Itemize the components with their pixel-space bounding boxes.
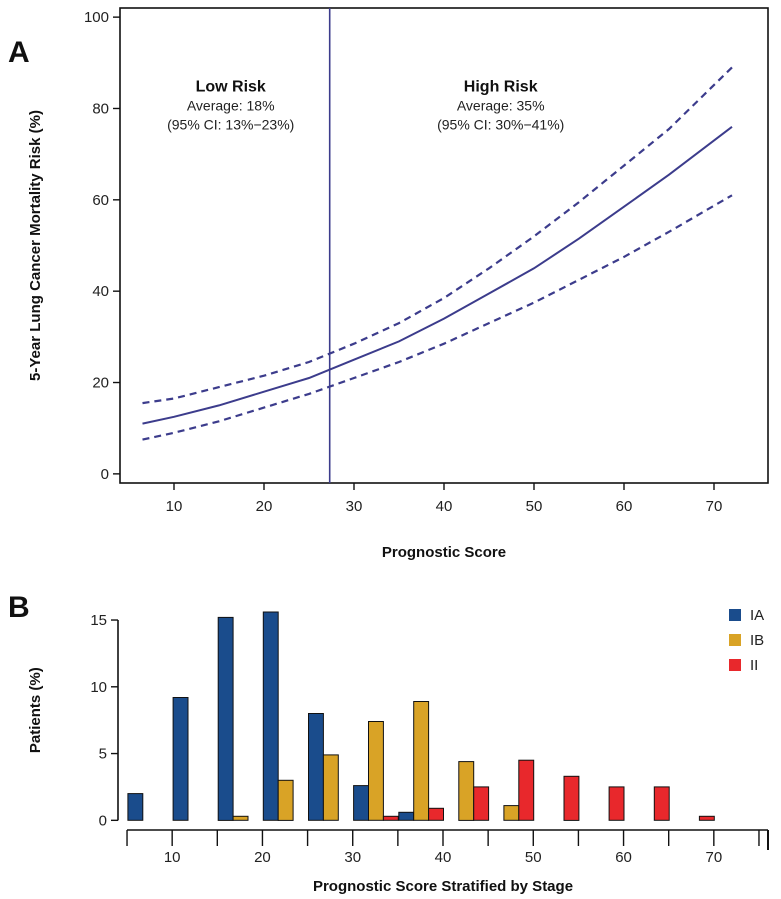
y-tick-label: 10 xyxy=(90,679,107,696)
bar-ii xyxy=(518,759,535,821)
region-ci: (95% CI: 13%−23%) xyxy=(167,116,294,132)
legend-swatch-ii xyxy=(729,659,741,671)
ci-line-1 xyxy=(142,66,733,405)
bar-ii xyxy=(698,815,715,821)
region-title: High Risk xyxy=(464,78,538,95)
estimate-line xyxy=(142,126,733,425)
x-tick-label: 40 xyxy=(435,849,452,866)
y-tick-label: 20 xyxy=(92,375,109,392)
bar-ib xyxy=(232,815,249,821)
chart-panel-b: 0 5 10 15 10 20 30 40 50 60 70 Prognostic Score Str… xyxy=(27,607,769,895)
x-tick-label: 60 xyxy=(615,849,632,866)
x-tick-label: 20 xyxy=(256,498,273,515)
x-tick-label: 30 xyxy=(346,498,363,515)
region-ci: (95% CI: 30%−41%) xyxy=(437,116,564,132)
bar-ib xyxy=(277,779,294,821)
bar-ii xyxy=(428,807,445,821)
bar-ia xyxy=(398,811,415,821)
x-tick-label: 10 xyxy=(164,849,181,866)
bar-ib xyxy=(368,721,384,821)
bar-ii xyxy=(473,786,490,821)
bar-ii xyxy=(563,775,580,821)
panel-a-label: A xyxy=(8,36,30,69)
y-tick-label: 5 xyxy=(99,746,107,763)
bar-ib xyxy=(503,805,520,821)
chart-panel-a: 0 20 40 60 80 100 10 20 30 40 50 60 70 Prognostic Sco… xyxy=(27,7,769,561)
x-tick-label: 60 xyxy=(616,498,633,515)
y-tick-label: 40 xyxy=(92,283,109,300)
bar-ia xyxy=(217,616,234,821)
bar-ii xyxy=(653,786,670,821)
x-tick-label: 40 xyxy=(436,498,453,515)
y-tick-label: 15 xyxy=(90,612,107,629)
x-tick-label: 70 xyxy=(706,498,723,515)
x-tick-label: 20 xyxy=(254,849,271,866)
bar-ia xyxy=(308,713,324,821)
x-axis-title: Prognostic Score Stratified by Stage xyxy=(313,878,573,895)
panel-b-label: B xyxy=(8,591,30,624)
x-axis-title: Prognostic Score xyxy=(382,544,506,561)
bar-ia xyxy=(353,785,370,821)
y-tick-label: 80 xyxy=(92,100,109,117)
bar-ia xyxy=(127,793,144,821)
ci-line-2 xyxy=(142,194,733,441)
x-tick-label: 50 xyxy=(525,849,542,866)
y-tick-label: 0 xyxy=(99,812,107,829)
y-tick-label: 0 xyxy=(101,466,109,483)
x-tick-label: 50 xyxy=(526,498,543,515)
y-tick-label: 60 xyxy=(92,192,109,209)
x-tick-label: 70 xyxy=(705,849,722,866)
y-axis-title: Patients (%) xyxy=(27,667,44,753)
legend-label-ib: IB xyxy=(750,632,764,649)
bar-ia xyxy=(262,611,279,821)
bar-ib xyxy=(322,754,339,821)
region-average: Average: 35% xyxy=(457,97,545,113)
legend-label-ii: II xyxy=(750,657,758,674)
region-average: Average: 18% xyxy=(187,97,275,113)
y-tick-label: 100 xyxy=(84,9,109,26)
x-tick-label: 30 xyxy=(344,849,361,866)
legend-swatch-ia xyxy=(729,609,741,621)
x-tick-label: 10 xyxy=(166,498,183,515)
bar-ib xyxy=(413,701,430,821)
y-axis-title: 5-Year Lung Cancer Mortality Risk (%) xyxy=(27,110,44,381)
region-title: Low Risk xyxy=(196,78,266,95)
bar-ii xyxy=(382,815,399,821)
legend-label-ia: IA xyxy=(750,607,764,624)
legend-swatch-ib xyxy=(729,634,741,646)
bar-ii xyxy=(608,786,625,821)
bar-ib xyxy=(458,761,475,821)
bar-ia xyxy=(172,697,189,821)
